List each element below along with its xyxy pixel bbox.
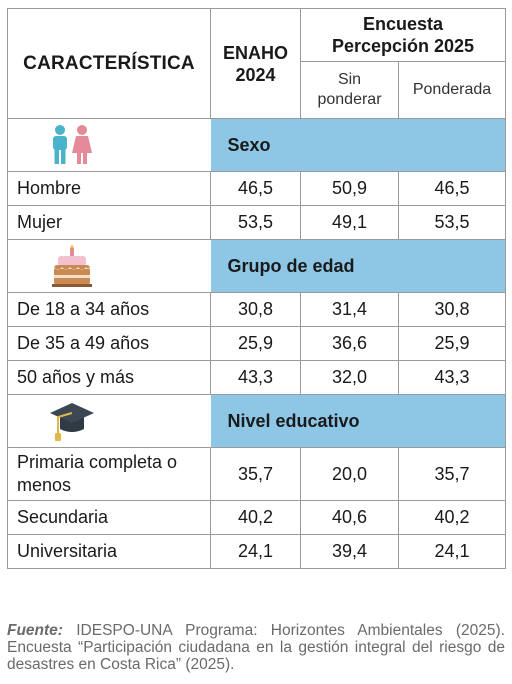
footnote-label: Fuente:	[7, 622, 63, 639]
characteristics-table: CARACTERÍSTICA ENAHO 2024 Encuesta Perce…	[7, 8, 506, 569]
cell-unweighted: 31,4	[300, 292, 399, 327]
row-label-line1: Primaria completa o	[17, 452, 178, 472]
table-row: Universitaria 24,1 39,4 24,1	[7, 534, 506, 569]
header-unweighted-line1: Sin	[337, 71, 362, 88]
cell-weighted: 53,5	[398, 205, 506, 240]
header-weighted: Ponderada	[398, 61, 506, 119]
header-survey-line2: Percepción 2025	[331, 36, 475, 56]
section-icon-cell	[7, 394, 211, 448]
cell-unweighted: 36,6	[300, 326, 399, 361]
section-icon-cell	[7, 239, 211, 293]
header-enaho-line2: 2024	[235, 64, 276, 85]
header-survey: Encuesta Percepción 2025	[300, 8, 506, 62]
footnote-text: IDESPO-UNA Programa: Horizontes Ambienta…	[7, 622, 505, 673]
cell-weighted: 43,3	[398, 360, 506, 395]
section-title-sexo: Sexo	[210, 118, 506, 172]
cell-unweighted: 32,0	[300, 360, 399, 395]
row-label: Primaria completa o menos	[7, 447, 211, 501]
cell-weighted: 35,7	[398, 447, 506, 501]
header-unweighted: Sin ponderar	[300, 61, 399, 119]
cell-unweighted: 40,6	[300, 500, 399, 535]
cell-enaho: 35,7	[210, 447, 301, 501]
section-icon-cell	[7, 118, 211, 172]
row-label-line2: menos	[17, 475, 72, 495]
cell-weighted: 40,2	[398, 500, 506, 535]
cell-weighted: 30,8	[398, 292, 506, 327]
row-label: De 18 a 34 años	[7, 292, 211, 327]
header-unweighted-line2: ponderar	[317, 91, 382, 108]
cell-enaho: 43,3	[210, 360, 301, 395]
header-survey-line1: Encuesta	[362, 14, 444, 34]
row-label: De 35 a 49 años	[7, 326, 211, 361]
row-label: Mujer	[7, 205, 211, 240]
header-characteristic: CARACTERÍSTICA	[7, 8, 211, 119]
table-row: 50 años y más 43,3 32,0 43,3	[7, 360, 506, 395]
table-row: Secundaria 40,2 40,6 40,2	[7, 500, 506, 535]
table-row: Hombre 46,5 50,9 46,5	[7, 171, 506, 206]
table-row: De 35 a 49 años 25,9 36,6 25,9	[7, 326, 506, 361]
row-label: Secundaria	[7, 500, 211, 535]
section-header-nivel-educativo: Nivel educativo	[7, 394, 506, 448]
cell-enaho: 25,9	[210, 326, 301, 361]
birthday-cake-icon	[52, 245, 92, 287]
row-label: Hombre	[7, 171, 211, 206]
section-header-grupo-edad: Grupo de edad	[7, 239, 506, 293]
section-header-sexo: Sexo	[7, 118, 506, 172]
cell-weighted: 24,1	[398, 534, 506, 569]
header-enaho: ENAHO 2024	[210, 8, 301, 119]
section-title-nivel-educativo: Nivel educativo	[210, 394, 506, 448]
cell-enaho: 24,1	[210, 534, 301, 569]
header-enaho-line1: ENAHO	[222, 42, 288, 63]
cell-unweighted: 49,1	[300, 205, 399, 240]
cell-unweighted: 39,4	[300, 534, 399, 569]
section-title-grupo-edad: Grupo de edad	[210, 239, 506, 293]
cell-weighted: 25,9	[398, 326, 506, 361]
cell-enaho: 46,5	[210, 171, 301, 206]
cell-enaho: 40,2	[210, 500, 301, 535]
people-icon	[53, 125, 92, 164]
row-label: Universitaria	[7, 534, 211, 569]
cell-weighted: 46,5	[398, 171, 506, 206]
cell-unweighted: 50,9	[300, 171, 399, 206]
source-footnote: Fuente: IDESPO-UNA Programa: Horizontes …	[7, 622, 505, 673]
cell-enaho: 30,8	[210, 292, 301, 327]
table-row: Primaria completa o menos 35,7 20,0 35,7	[7, 447, 506, 501]
table-row: De 18 a 34 años 30,8 31,4 30,8	[7, 292, 506, 327]
cell-unweighted: 20,0	[300, 447, 399, 501]
table-row: Mujer 53,5 49,1 53,5	[7, 205, 506, 240]
cell-enaho: 53,5	[210, 205, 301, 240]
graduation-cap-icon	[50, 403, 94, 441]
data-table-container: CARACTERÍSTICA ENAHO 2024 Encuesta Perce…	[7, 8, 506, 569]
row-label: 50 años y más	[7, 360, 211, 395]
